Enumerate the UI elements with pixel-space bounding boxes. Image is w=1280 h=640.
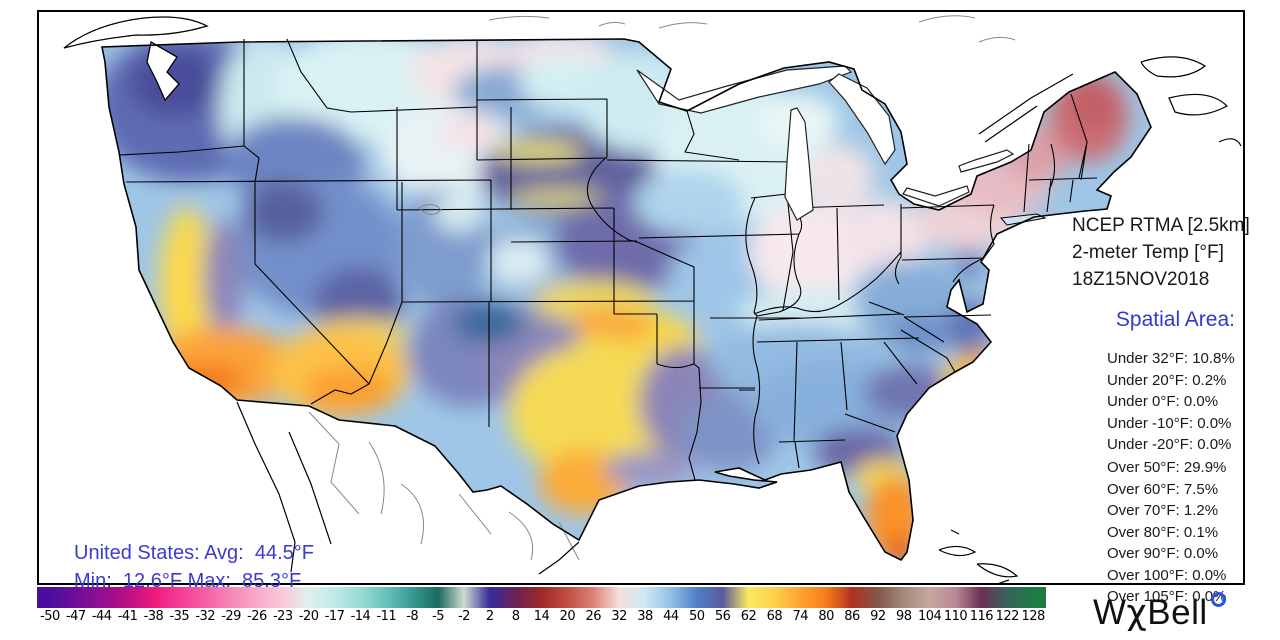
stat-line: Over 90°F: 0.0% bbox=[1107, 545, 1219, 562]
us-avg-line: United States: Avg: 44.5°F bbox=[74, 542, 314, 564]
logo-degree-icon bbox=[1210, 592, 1226, 607]
colorbar-tick-label: 32 bbox=[611, 609, 627, 624]
stat-line: Under -10°F: 0.0% bbox=[1107, 414, 1232, 432]
colorbar-tick-label: 14 bbox=[533, 609, 550, 624]
logo-w: W bbox=[1093, 593, 1127, 632]
stat-line: Under 32°F: 10.8% bbox=[1107, 350, 1235, 367]
stat-line: Over 70°F: 1.2% bbox=[1107, 502, 1219, 519]
colorbar-tick-label: 2 bbox=[485, 609, 494, 624]
colorbar-tick-label: 38 bbox=[637, 609, 653, 624]
stat-line: Over 100°F: 0.0% bbox=[1107, 566, 1227, 584]
stat-line: Under 20°F: 0.2% bbox=[1107, 371, 1227, 389]
stat-line: Over 60°F: 7.5% bbox=[1107, 480, 1219, 498]
map-title-product: NCEP RTMA [2.5km] bbox=[1072, 215, 1250, 236]
colorbar-tick-label: -41 bbox=[117, 609, 138, 624]
map-title-valid-time: 18Z15NOV2018 bbox=[1072, 269, 1210, 290]
colorbar-tick-label: 44 bbox=[663, 609, 679, 624]
colorbar-tick-label: 26 bbox=[585, 609, 602, 624]
colorbar-tick-label: -11 bbox=[376, 609, 397, 624]
colorbar-tick-label: 98 bbox=[896, 609, 912, 624]
spatial-over-list: Over 50°F: 29.9% Over 60°F: 7.5% Over 70°F… bbox=[1107, 457, 1226, 608]
colorbar-tick-label: -23 bbox=[272, 609, 293, 624]
neighbor-boundaries bbox=[308, 15, 1016, 561]
map-title-block: NCEP RTMA [2.5km] 2-meter Temp [°F] 18Z1… bbox=[1072, 212, 1250, 293]
state-boundaries bbox=[118, 38, 1098, 481]
colorbar-tick-label: 8 bbox=[511, 609, 520, 624]
stat-line: Over 105°F: 0.0% bbox=[1107, 588, 1227, 605]
us-minmax-line: Min: 12.6°F Max: 85.3°F bbox=[74, 570, 302, 592]
colorbar-tick-label: 62 bbox=[740, 609, 757, 624]
colorbar-tick-label: -20 bbox=[298, 609, 319, 624]
colorbar-tick-label: -29 bbox=[221, 609, 241, 624]
pacific-northwest-coast bbox=[63, 16, 209, 102]
us-avg-min-max: United States: Avg: 44.5°F Min: 12.6°F Ma… bbox=[74, 539, 314, 595]
colorbar-tick-label: 86 bbox=[844, 609, 860, 624]
colorbar-tick-label: -32 bbox=[195, 609, 216, 624]
colorbar-tick-label: 116 bbox=[969, 609, 994, 624]
colorbar-tick-label: -5 bbox=[432, 609, 445, 624]
map-title-variable: 2-meter Temp [°F] bbox=[1072, 242, 1224, 263]
us-temperature-map bbox=[39, 12, 1243, 583]
colorbar-tick-label: 128 bbox=[1021, 609, 1046, 624]
stat-line: Over 50°F: 29.9% bbox=[1107, 459, 1227, 476]
colorbar-tick-label: -35 bbox=[169, 609, 190, 624]
colorbar-tick-label: 92 bbox=[870, 609, 886, 624]
logo-bell: Bell bbox=[1147, 593, 1208, 632]
colorbar-tick-label: 122 bbox=[995, 609, 1020, 624]
colorbar-tick-label: -14 bbox=[350, 609, 371, 624]
colorbar-tick-label: 80 bbox=[818, 609, 834, 624]
colorbar-tick-label: -8 bbox=[406, 609, 419, 624]
temperature-colorbar bbox=[37, 587, 1046, 608]
weatherbell-logo: WχBell bbox=[1093, 592, 1226, 633]
logo-chi: χ bbox=[1126, 593, 1148, 633]
colorbar-tick-label: 74 bbox=[792, 609, 809, 624]
stat-line: Over 80°F: 0.1% bbox=[1107, 523, 1219, 541]
colorbar-tick-label: 68 bbox=[766, 609, 783, 624]
mexico-bahamas-coast bbox=[236, 56, 1242, 583]
colorbar-tick-label: -44 bbox=[91, 609, 112, 624]
colorbar-tick-label: -47 bbox=[65, 609, 86, 624]
colorbar-tick-label: -26 bbox=[247, 609, 267, 624]
colorbar-tick-label: -38 bbox=[143, 609, 164, 624]
stat-line: Under -20°F: 0.0% bbox=[1107, 436, 1232, 453]
stat-line: Under 0°F: 0.0% bbox=[1107, 393, 1219, 410]
colorbar-tick-label: 56 bbox=[714, 609, 731, 624]
colorbar-tick-label: -17 bbox=[324, 609, 345, 624]
us-outline bbox=[101, 38, 1152, 562]
spatial-under-list: Under 32°F: 10.8% Under 20°F: 0.2% Under 0… bbox=[1107, 348, 1235, 456]
colorbar-tick-label: 104 bbox=[918, 609, 942, 624]
great-lakes bbox=[636, 65, 1015, 221]
spatial-area-heading: Spatial Area: bbox=[1115, 308, 1235, 331]
colorbar-tick-label: -2 bbox=[457, 609, 470, 624]
colorbar-tick-label: 20 bbox=[559, 609, 576, 624]
map-frame: NCEP RTMA [2.5km] 2-meter Temp [°F] 18Z1… bbox=[37, 10, 1250, 605]
colorbar-tick-label: 110 bbox=[943, 609, 968, 624]
colorbar-tick-label: 50 bbox=[689, 609, 705, 624]
colorbar-tick-label: -50 bbox=[40, 609, 60, 624]
temperature-colorbar-labels: -50 -47 -44 -41 -38 -35 -32 -29 -26 -23 -20 -17 -14-… bbox=[37, 609, 1046, 627]
